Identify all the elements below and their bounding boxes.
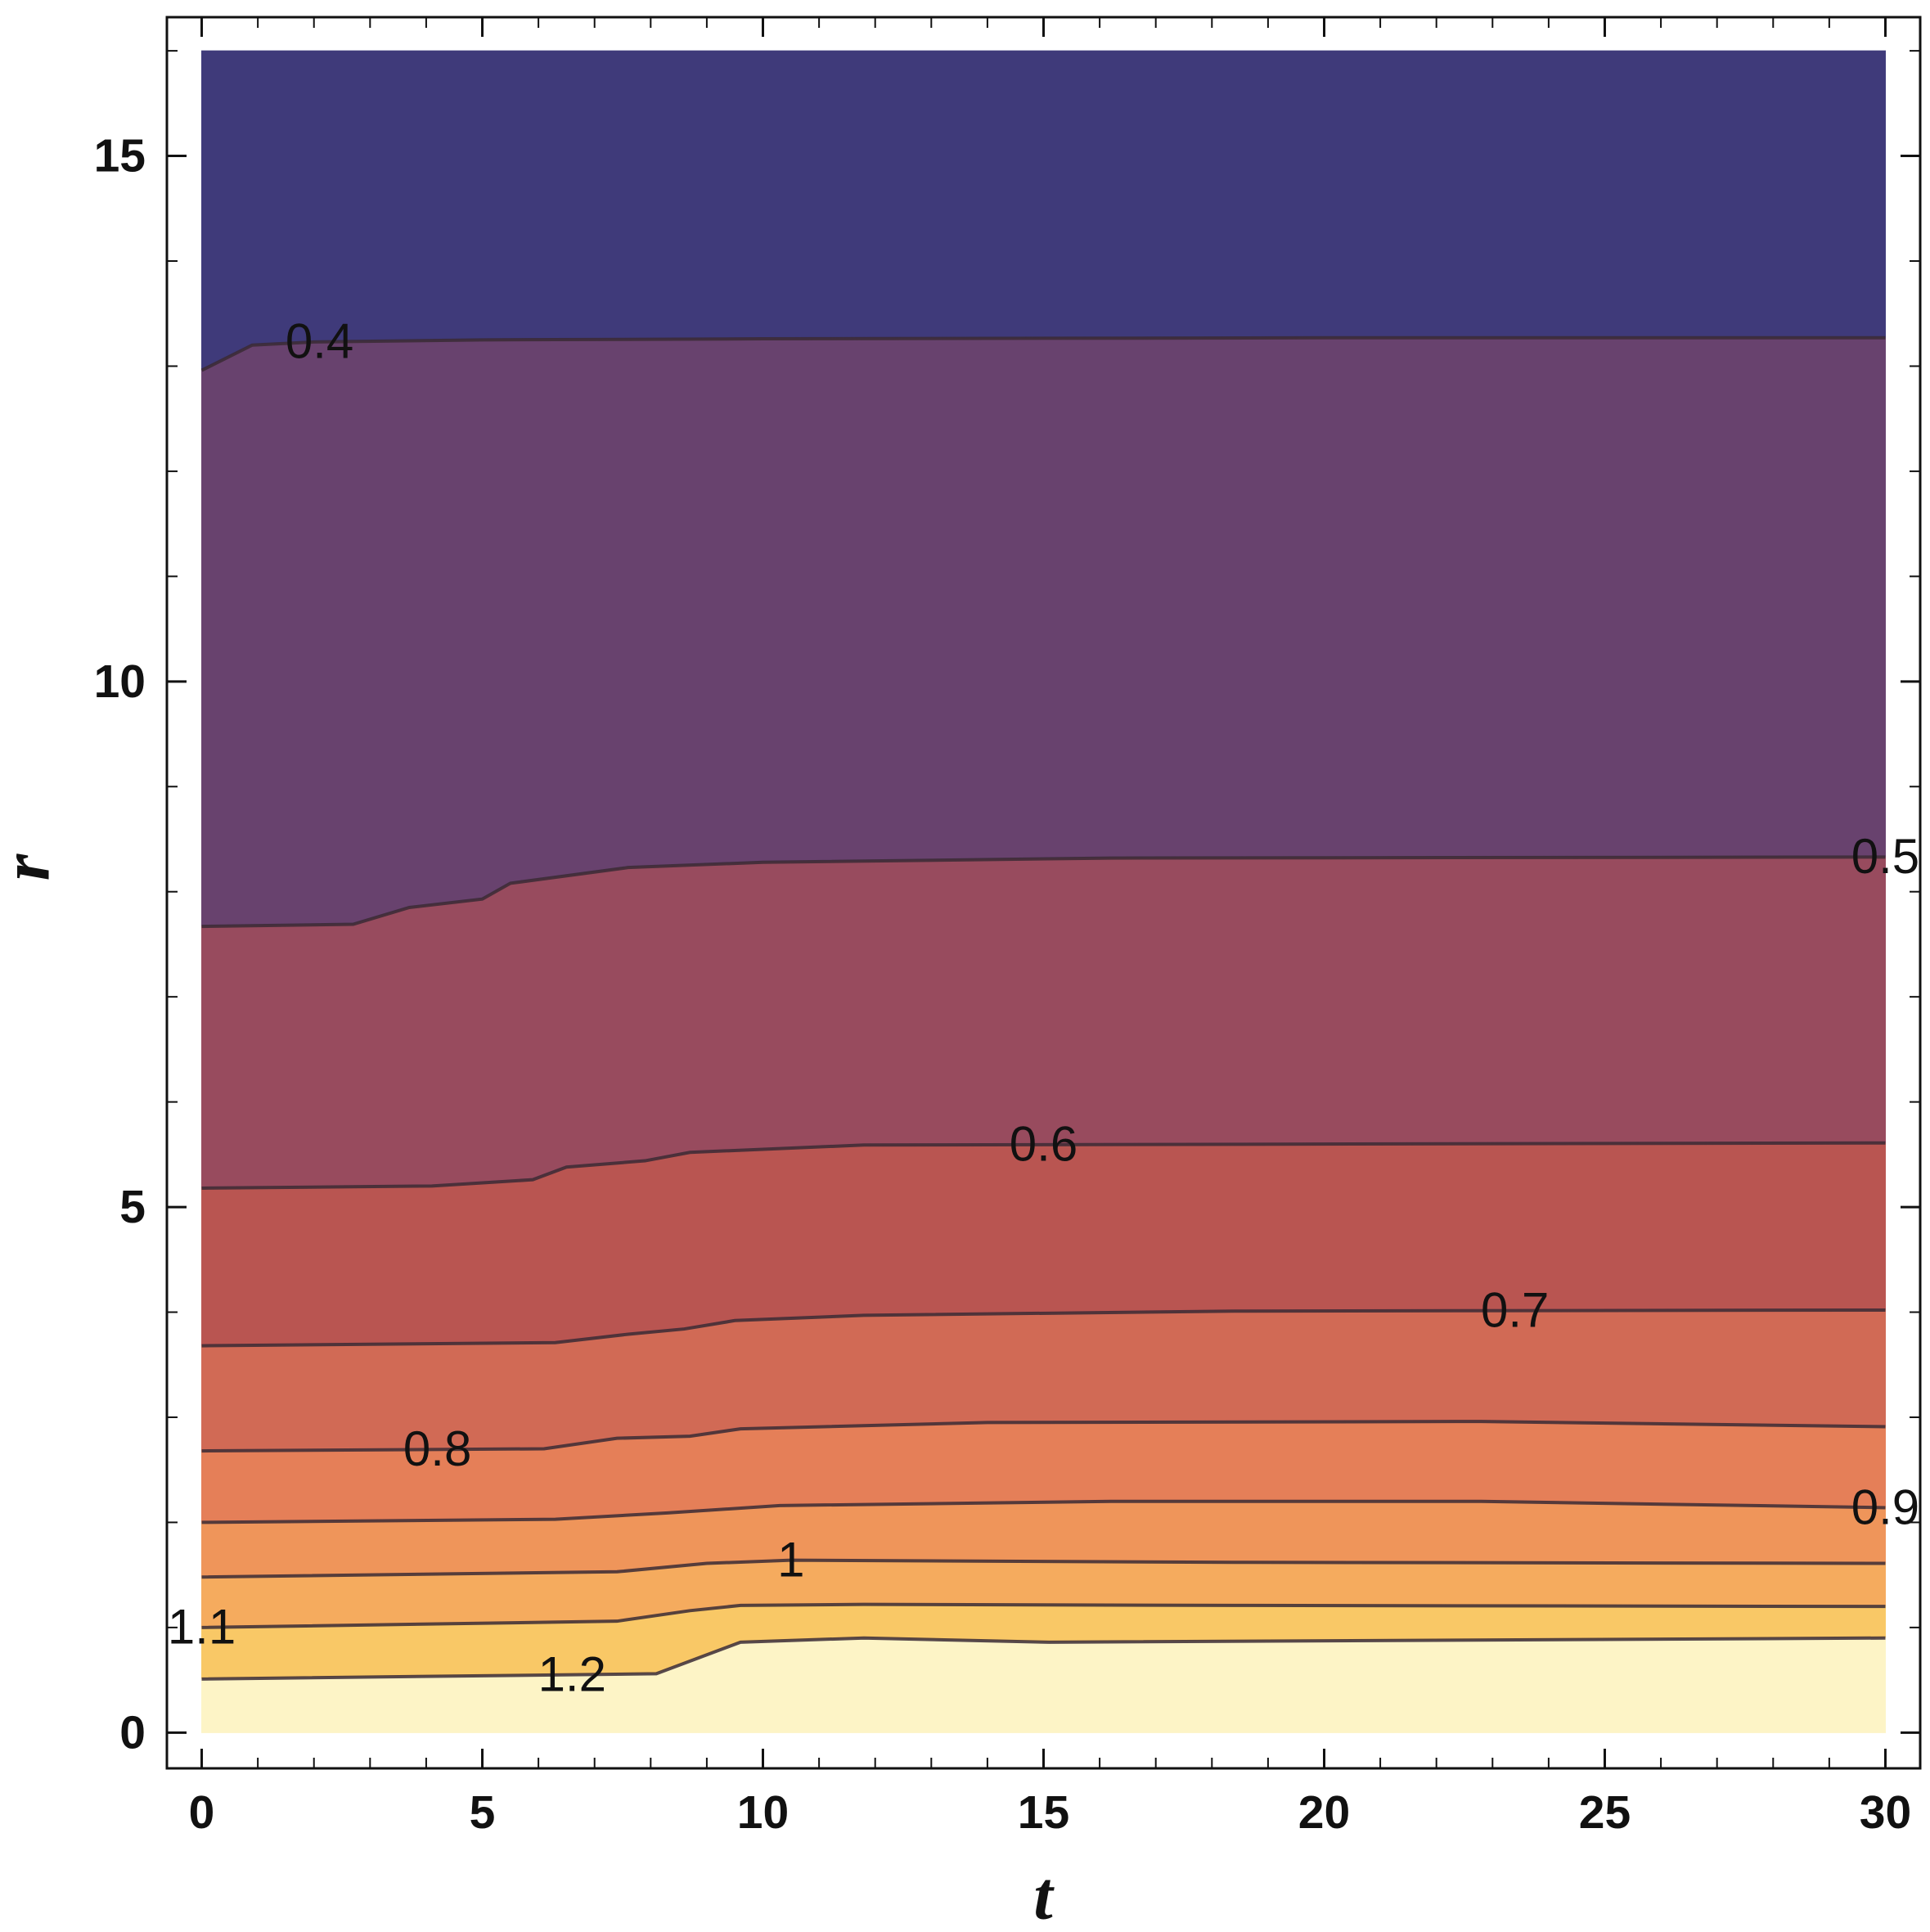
contour-label: 1.2 — [538, 1646, 606, 1701]
x-tick-label: 15 — [1018, 1786, 1069, 1839]
contour-line — [201, 855, 1886, 929]
contour-line — [201, 1308, 1886, 1348]
contour-label: 1 — [777, 1533, 804, 1587]
contour-label: 1.1 — [168, 1600, 236, 1655]
x-tick-label: 20 — [1298, 1786, 1350, 1839]
contour-line — [201, 1420, 1886, 1453]
contour-line — [201, 1602, 1886, 1629]
y-axis-label: r — [0, 853, 64, 880]
contour-line — [201, 1499, 1886, 1524]
x-tick-label: 0 — [189, 1786, 215, 1839]
x-tick-label: 30 — [1860, 1786, 1911, 1839]
contour-label: 0.5 — [1851, 829, 1919, 884]
y-tick-label: 0 — [119, 1706, 146, 1759]
y-tick-label: 15 — [94, 130, 146, 182]
contour-label: 0.6 — [1010, 1117, 1077, 1172]
x-tick-label: 25 — [1579, 1786, 1631, 1839]
x-tick-label: 5 — [470, 1786, 496, 1839]
x-tick-label: 10 — [737, 1786, 789, 1839]
y-tick-label: 10 — [94, 655, 146, 708]
contour-line — [201, 1636, 1886, 1681]
contour-label: 0.8 — [403, 1421, 471, 1476]
contour-label: 0.4 — [286, 314, 353, 369]
contour-band — [201, 50, 1886, 372]
contour-band — [201, 337, 1886, 927]
contour-line — [201, 1141, 1886, 1190]
contour-line — [200, 336, 1886, 372]
contour-label: 0.9 — [1851, 1479, 1919, 1534]
x-axis-label: t — [1033, 1858, 1055, 1932]
y-tick-label: 5 — [119, 1181, 146, 1233]
contour-label: 0.7 — [1481, 1283, 1549, 1338]
contour-line — [201, 1558, 1886, 1579]
